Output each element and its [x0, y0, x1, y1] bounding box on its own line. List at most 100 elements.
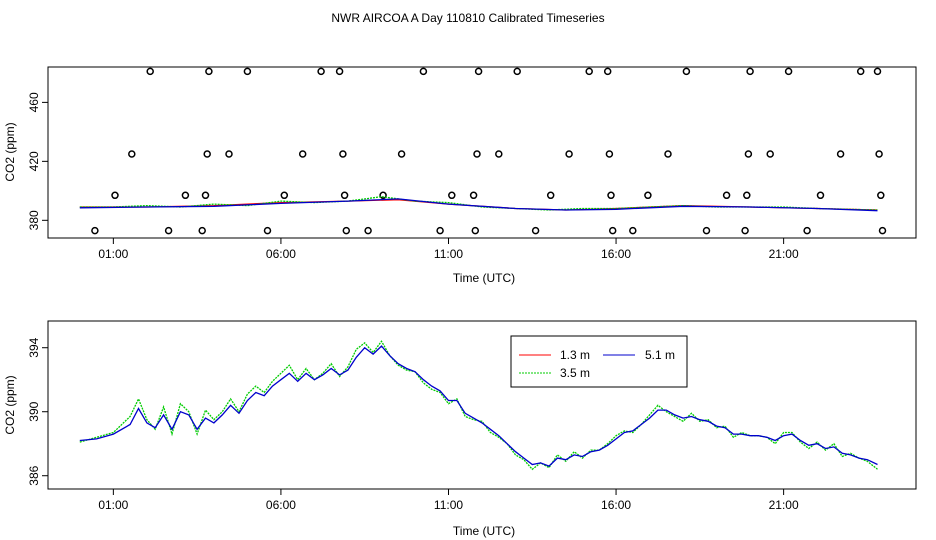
x-axis-top: 01:00 06:00 11:00 16:00 21:00	[98, 238, 799, 261]
data-point	[644, 191, 652, 200]
data-point	[743, 191, 751, 200]
y-tick-label: 420	[27, 151, 41, 171]
x-axis-label-top: Time (UTC)	[453, 271, 515, 285]
data-point	[607, 191, 615, 200]
x-tick-label: 16:00	[601, 498, 631, 512]
data-point	[784, 67, 793, 76]
data-point	[722, 191, 731, 200]
legend-label-5-1m: 5.1 m	[645, 348, 675, 362]
series-line	[79, 199, 878, 211]
legend-box	[510, 335, 688, 388]
x-tick-label: 21:00	[769, 498, 799, 512]
x-axis-label-bottom: Time (UTC)	[453, 524, 515, 538]
data-point	[379, 191, 387, 200]
panel-top: 01:00 06:00 11:00 16:00 21:00 380 420 460 Time…	[3, 66, 917, 285]
x-tick-label: 06:00	[266, 498, 296, 512]
data-point	[877, 191, 885, 200]
x-tick-label: 01:00	[98, 247, 128, 261]
plot-frame-bottom	[47, 320, 917, 490]
data-point	[856, 67, 865, 76]
data-point	[702, 226, 711, 235]
data-point	[225, 150, 233, 158]
data-point	[317, 67, 325, 76]
y-tick-label: 460	[27, 92, 41, 112]
series-line	[79, 198, 878, 212]
data-point	[565, 150, 573, 158]
data-point	[605, 150, 614, 158]
y-tick-label: 394	[27, 337, 41, 357]
data-point	[436, 226, 444, 235]
legend-label-3-5m: 3.5 m	[560, 366, 590, 380]
series-line	[79, 340, 878, 471]
data-point	[741, 226, 749, 235]
x-tick-label: 01:00	[98, 498, 128, 512]
line-layer-top	[79, 196, 878, 212]
data-point	[342, 226, 351, 235]
data-point	[203, 150, 211, 158]
legend: 1.3 m 5.1 m 3.5 m	[510, 335, 688, 388]
x-tick-label: 11:00	[434, 247, 463, 261]
data-point	[201, 191, 210, 200]
point-layer-top	[91, 67, 887, 235]
data-point	[682, 67, 691, 76]
data-point	[878, 226, 887, 235]
data-point	[339, 150, 347, 158]
data-point	[128, 150, 136, 158]
data-point	[473, 150, 481, 158]
data-point	[91, 226, 99, 235]
y-axis-bottom: 386 390 394	[27, 337, 48, 486]
data-point	[803, 226, 811, 235]
data-point	[419, 67, 428, 76]
legend-label-1-3m: 1.3 m	[560, 348, 590, 362]
data-point	[448, 191, 456, 200]
data-point	[335, 67, 344, 76]
data-point	[746, 67, 754, 76]
x-tick-label: 11:00	[434, 498, 463, 512]
data-point	[198, 226, 206, 235]
data-point	[205, 67, 213, 76]
y-axis-label-bottom: CO2 (ppm)	[3, 375, 17, 434]
data-point	[873, 67, 882, 76]
data-point	[766, 150, 774, 158]
series-line	[79, 345, 878, 467]
y-tick-label: 380	[27, 210, 41, 230]
series-line	[79, 196, 878, 211]
data-point	[340, 191, 349, 200]
data-point	[181, 191, 190, 200]
data-point	[836, 150, 845, 158]
data-point	[603, 67, 612, 76]
data-point	[531, 226, 540, 235]
y-tick-label: 390	[27, 401, 41, 421]
data-point	[875, 150, 883, 158]
data-point	[469, 191, 478, 200]
data-point	[243, 67, 252, 76]
y-tick-label: 386	[27, 465, 41, 485]
data-point	[164, 226, 173, 235]
x-axis-bottom: 01:00 06:00 11:00 16:00 21:00	[98, 489, 799, 512]
line-layer-bottom	[79, 340, 878, 471]
data-point	[146, 67, 154, 76]
data-point	[364, 226, 372, 235]
x-tick-label: 21:00	[769, 247, 799, 261]
data-point	[513, 67, 521, 76]
data-point	[816, 191, 825, 200]
data-point	[495, 150, 503, 158]
data-point	[629, 226, 637, 235]
data-point	[546, 191, 555, 200]
data-point	[263, 226, 272, 235]
data-point	[744, 150, 753, 158]
plot-frame-top	[47, 66, 917, 239]
chart-title: NWR AIRCOA A Day 110810 Calibrated Times…	[331, 11, 604, 25]
data-point	[585, 67, 593, 76]
data-point	[298, 150, 307, 158]
data-point	[397, 150, 406, 158]
data-point	[664, 150, 672, 158]
x-tick-label: 06:00	[266, 247, 296, 261]
data-point	[111, 191, 119, 200]
data-point	[608, 226, 617, 235]
data-point	[474, 67, 483, 76]
y-axis-top: 380 420 460	[27, 92, 48, 230]
x-tick-label: 16:00	[601, 247, 631, 261]
data-point	[471, 226, 480, 235]
